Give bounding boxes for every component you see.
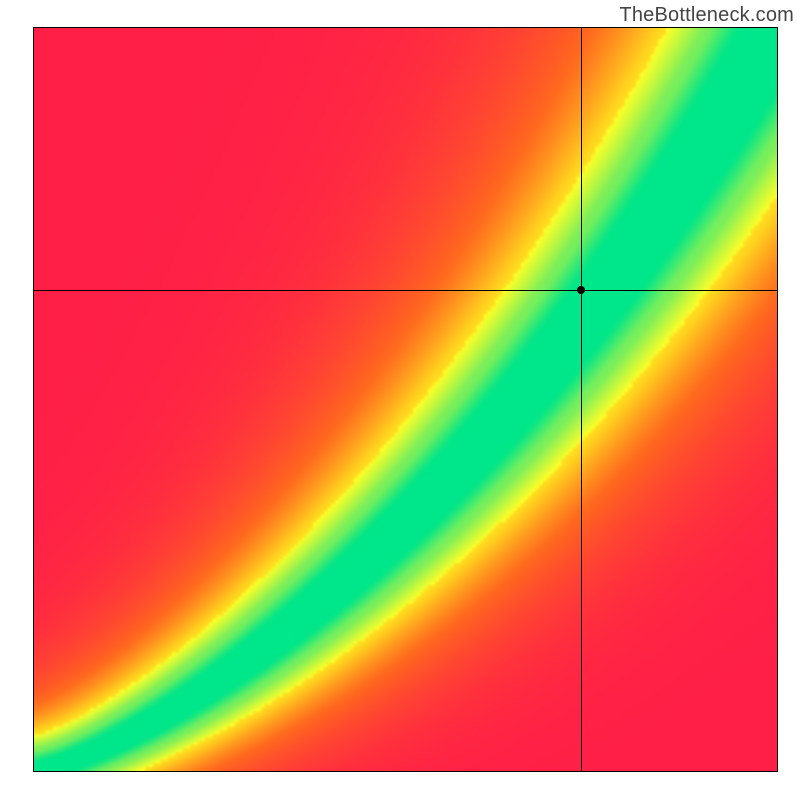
crosshair-dot — [577, 286, 585, 294]
watermark-text: TheBottleneck.com — [619, 4, 794, 27]
chart-container: TheBottleneck.com — [0, 0, 800, 800]
plot-frame — [33, 27, 778, 772]
crosshair-horizontal — [34, 290, 778, 291]
heatmap-canvas — [34, 28, 777, 771]
crosshair-vertical — [581, 28, 582, 772]
